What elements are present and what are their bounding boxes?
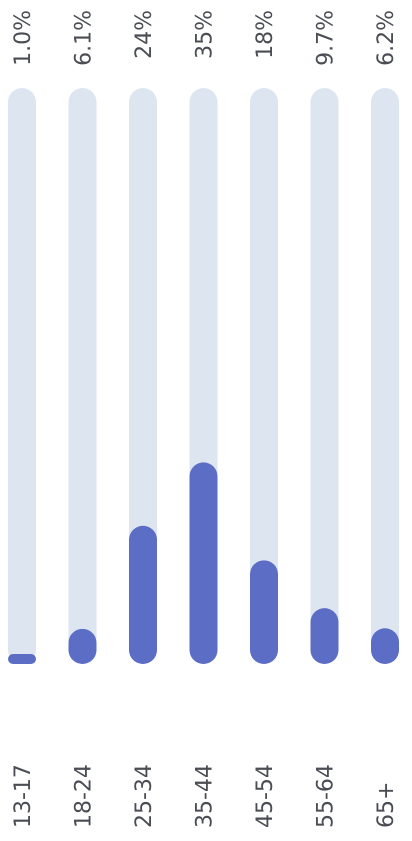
bar-track-55-64 xyxy=(310,88,339,664)
bar-55-64 xyxy=(310,608,339,664)
bar-35-44 xyxy=(189,462,218,664)
bar-13-17 xyxy=(8,654,36,664)
value-labels: 1.0% 6.1% 24% 35% 18% 9.7% 6.2% xyxy=(11,10,399,66)
value-label-35-44: 35% xyxy=(193,10,218,59)
bar-18-24 xyxy=(68,628,97,664)
value-label-55-64: 9.7% xyxy=(314,10,339,66)
value-label-25-34: 24% xyxy=(132,10,157,59)
category-label-25-34: 25-34 xyxy=(132,764,157,828)
bar-tracks xyxy=(8,88,399,664)
bar-65+ xyxy=(371,628,399,664)
category-label-35-44: 35-44 xyxy=(193,764,218,828)
category-label-18-24: 18-24 xyxy=(72,764,97,828)
category-label-13-17: 13-17 xyxy=(11,764,36,828)
value-label-13-17: 1.0% xyxy=(11,10,36,66)
category-label-45-54: 45-54 xyxy=(253,764,278,828)
bar-track-45-54 xyxy=(250,88,278,664)
value-label-65+: 6.2% xyxy=(374,10,399,66)
value-label-45-54: 18% xyxy=(253,10,278,59)
value-label-18-24: 6.1% xyxy=(72,10,97,66)
bar-track-13-17 xyxy=(8,88,36,664)
bar-track-18-24 xyxy=(68,88,97,664)
bar-fills xyxy=(8,462,399,664)
category-label-55-64: 55-64 xyxy=(314,764,339,828)
category-labels: 13-17 18-24 25-34 35-44 45-54 55-64 65+ xyxy=(11,764,399,828)
category-label-65+: 65+ xyxy=(374,782,399,828)
bar-45-54 xyxy=(250,560,278,664)
bar-25-34 xyxy=(129,525,157,664)
bar-track-65+ xyxy=(371,88,399,664)
bar-track-25-34 xyxy=(129,88,157,664)
